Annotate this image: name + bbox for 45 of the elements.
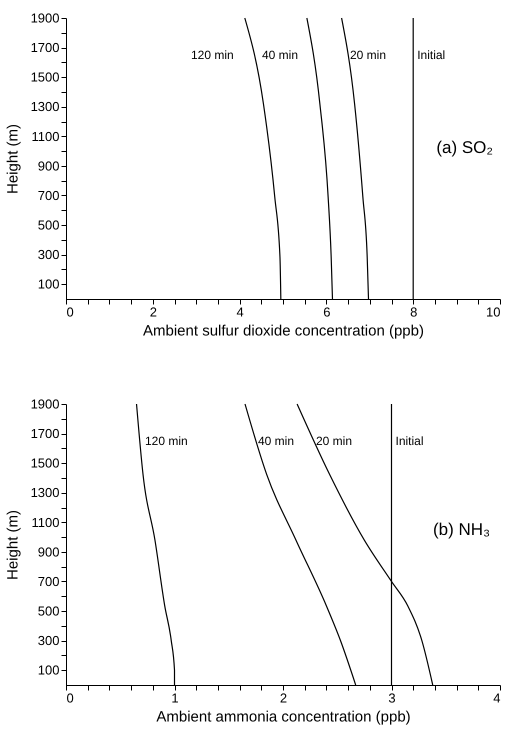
x-tick-label: 0 — [66, 690, 74, 706]
x-tick-label: 4 — [493, 690, 500, 706]
annotation: 40 min — [262, 48, 298, 62]
y-axis-title: Height (m) — [4, 510, 22, 580]
annotation: 20 min — [350, 48, 386, 62]
x-tick-label: 2 — [150, 304, 157, 320]
x-tick-label: 6 — [323, 304, 331, 320]
y-tick-label: 1300 — [30, 99, 60, 114]
y-tick-label: 1100 — [32, 128, 60, 144]
annotation: 20 min — [316, 434, 352, 448]
y-tick-label: 100 — [38, 276, 60, 292]
y-tick-label: 900 — [38, 544, 60, 560]
y-tick-label: 700 — [38, 574, 60, 589]
x-axis-title: Ambient ammonia concentration (ppb) — [156, 708, 411, 726]
y-tick-label: 500 — [38, 604, 60, 619]
y-tick-label: 1500 — [30, 70, 60, 85]
y-tick-label: 100 — [38, 662, 60, 678]
x-tick-label: 8 — [410, 304, 418, 320]
x-tick-label: 4 — [236, 304, 244, 320]
x-tick-label: 10 — [486, 304, 500, 320]
y-tick-label: 1100 — [32, 514, 60, 530]
annotation: (b) NH₃ — [433, 520, 490, 539]
y-tick-label: 700 — [38, 188, 60, 203]
ref-line-label: Initial — [396, 434, 424, 448]
annotation: 120 min — [191, 48, 234, 62]
y-tick-label: 1900 — [30, 10, 60, 26]
annotation: 120 min — [145, 434, 188, 448]
y-tick-label: 1700 — [30, 40, 60, 56]
x-tick-label: 0 — [66, 304, 74, 320]
x-tick-label: 2 — [280, 690, 288, 706]
x-tick-label: 1 — [171, 690, 179, 706]
y-tick-label: 1900 — [30, 396, 60, 412]
annotation: 40 min — [258, 434, 294, 448]
y-tick-label: 300 — [38, 633, 60, 648]
y-tick-label: 300 — [38, 247, 60, 262]
x-tick-label: 3 — [388, 690, 396, 706]
annotation: (a) SO₂ — [436, 138, 493, 157]
x-axis-title: Ambient sulfur dioxide concentration (ppb) — [143, 322, 424, 340]
y-tick-label: 1300 — [30, 485, 60, 500]
y-axis-title: Height (m) — [4, 124, 22, 194]
ref-line-label: Initial — [417, 48, 446, 62]
y-tick-label: 900 — [38, 158, 60, 174]
y-tick-label: 1500 — [30, 456, 60, 471]
y-tick-label: 1700 — [30, 426, 60, 442]
y-tick-label: 500 — [38, 218, 60, 233]
